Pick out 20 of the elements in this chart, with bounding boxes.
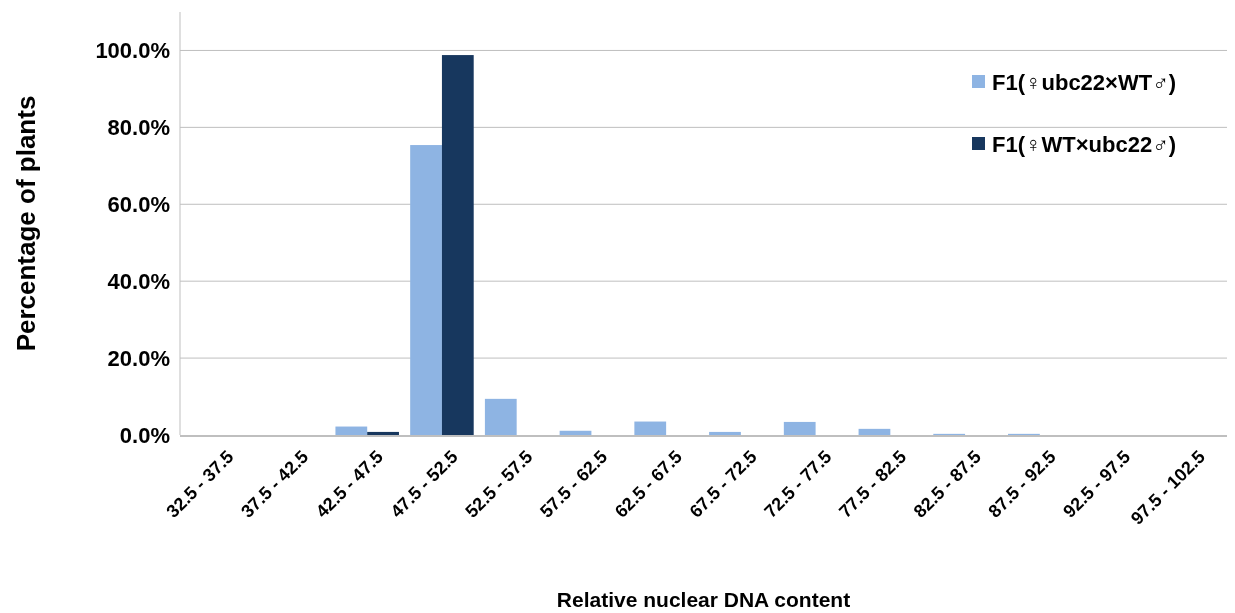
x-axis-title: Relative nuclear DNA content <box>556 588 851 611</box>
bar <box>858 428 891 435</box>
y-tick-label: 40.0% <box>107 268 170 294</box>
bar <box>634 421 667 435</box>
bar <box>335 426 368 435</box>
bar <box>410 145 442 435</box>
bar <box>484 398 517 435</box>
y-axis-title: Percentage of plants <box>11 95 41 352</box>
bar <box>559 430 592 435</box>
y-tick-label: 0.0% <box>119 422 170 448</box>
y-tick-label: 60.0% <box>107 191 170 217</box>
bar <box>441 55 474 435</box>
y-tick-label: 20.0% <box>107 345 170 371</box>
legend-label: F1(♀ubc22×WT♂) <box>992 69 1176 95</box>
y-tick-label: 100.0% <box>95 38 170 64</box>
bar <box>367 431 399 435</box>
bar <box>709 431 741 435</box>
y-tick-label: 80.0% <box>107 115 170 141</box>
bar <box>783 421 816 435</box>
legend-label: F1(♀WT×ubc22♂) <box>992 131 1176 157</box>
